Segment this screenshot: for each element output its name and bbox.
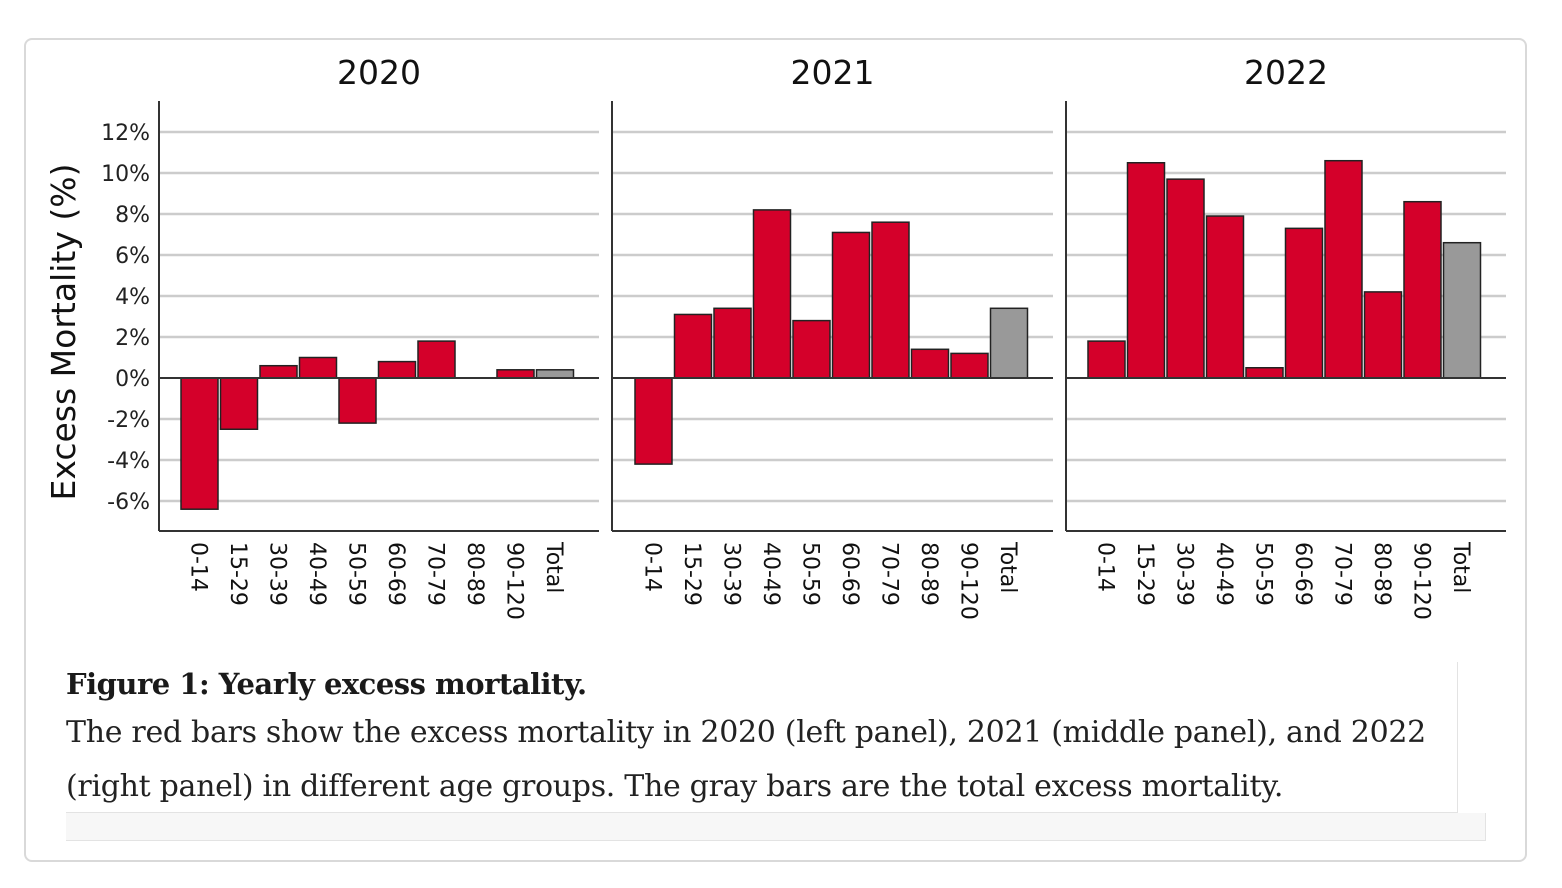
panel-title: 2021 <box>791 53 875 92</box>
age-group-bar <box>496 369 535 379</box>
total-bar <box>989 307 1029 379</box>
age-group-bar <box>298 356 338 379</box>
age-group-bar <box>259 364 298 379</box>
x-tick-label: 30-39 <box>719 542 744 606</box>
x-tick-label: 0-14 <box>186 542 211 592</box>
x-tick-label: 40-49 <box>758 542 783 606</box>
figure-card <box>24 38 1527 862</box>
age-group-bar <box>1324 159 1363 379</box>
caption-footer-strip <box>66 813 1486 841</box>
x-tick-label: 40-49 <box>1211 542 1236 606</box>
y-axis-label: Excess Mortality (%) <box>44 164 83 501</box>
x-tick-label: 30-39 <box>1172 542 1197 606</box>
age-group-bar <box>1245 367 1284 379</box>
age-group-bar <box>871 221 910 379</box>
x-tick-label: Total <box>541 541 566 593</box>
x-tick-label: 0-14 <box>640 542 665 592</box>
y-tick-label: 4% <box>115 285 150 310</box>
x-tick-label: 15-29 <box>1132 542 1157 606</box>
age-group-bar <box>1403 200 1442 379</box>
x-tick-label: 60-69 <box>1290 542 1315 606</box>
excess-mortality-chart: Excess Mortality (%) 12% 10% 8% 6% 4% 2% 0% -2% -… <box>44 53 1506 620</box>
x-tick-label: 90-120 <box>956 542 981 620</box>
y-tick-label: -2% <box>107 408 150 433</box>
age-group-bar <box>1363 291 1403 379</box>
caption-title: Figure 1: Yearly excess mortality. <box>66 667 587 701</box>
x-tick-label: 70-79 <box>1330 542 1355 606</box>
age-group-bar <box>377 360 417 379</box>
age-group-bar <box>417 340 456 379</box>
age-group-bar <box>752 209 792 379</box>
x-tick-label: Total <box>995 541 1020 593</box>
x-tick-label: 70-79 <box>877 542 902 606</box>
total-bar <box>1442 241 1482 379</box>
y-tick-label: 8% <box>115 203 150 228</box>
age-group-bar <box>180 377 219 510</box>
y-tick-label: -6% <box>107 490 150 515</box>
x-tick-label: 80-89 <box>916 542 941 606</box>
panel-title: 2022 <box>1244 53 1328 92</box>
x-tick-label: 15-29 <box>679 542 704 606</box>
x-tick-label: 70-79 <box>423 542 448 606</box>
age-group-bar <box>634 377 673 465</box>
x-tick-label: 60-69 <box>837 542 862 606</box>
age-group-bar <box>1166 178 1205 379</box>
x-tick-label: 30-39 <box>265 542 290 606</box>
y-tick-label: 10% <box>101 162 150 187</box>
y-tick-label: 6% <box>115 244 150 269</box>
x-tick-label: 50-59 <box>1251 542 1276 606</box>
age-group-bar <box>338 377 377 424</box>
y-tick-label: -4% <box>107 449 150 474</box>
y-tick-label: 2% <box>115 326 150 351</box>
panel-title: 2020 <box>337 53 421 92</box>
age-group-bar <box>1087 340 1126 379</box>
age-group-bar <box>831 231 871 379</box>
x-tick-label: 15-29 <box>225 542 250 606</box>
x-tick-label: 80-89 <box>1369 542 1394 606</box>
age-group-bar <box>1205 215 1245 379</box>
x-tick-label: 50-59 <box>798 542 823 606</box>
y-tick-label: 0% <box>115 367 150 392</box>
x-tick-label: 80-89 <box>462 542 487 606</box>
y-tick-label: 12% <box>101 121 150 146</box>
age-group-bar <box>219 377 259 430</box>
age-group-bar <box>713 307 752 379</box>
age-group-bar <box>1284 227 1324 379</box>
x-tick-label: 90-120 <box>1409 542 1434 620</box>
age-group-bar <box>950 352 989 379</box>
x-tick-label: 90-120 <box>502 542 527 620</box>
x-tick-label: 50-59 <box>344 542 369 606</box>
total-bar <box>535 369 575 379</box>
age-group-bar <box>910 348 950 379</box>
caption-text: The red bars show the excess mortality i… <box>66 715 1426 804</box>
x-tick-label: 40-49 <box>304 542 329 606</box>
age-group-bar <box>792 319 831 379</box>
figure-caption: Figure 1: Yearly excess mortality. The r… <box>66 662 1458 813</box>
x-tick-label: 60-69 <box>383 542 408 606</box>
x-tick-label: 0-14 <box>1093 542 1118 592</box>
age-group-bar <box>1126 162 1166 379</box>
x-tick-label: Total <box>1448 541 1473 593</box>
age-group-bar <box>673 313 713 379</box>
